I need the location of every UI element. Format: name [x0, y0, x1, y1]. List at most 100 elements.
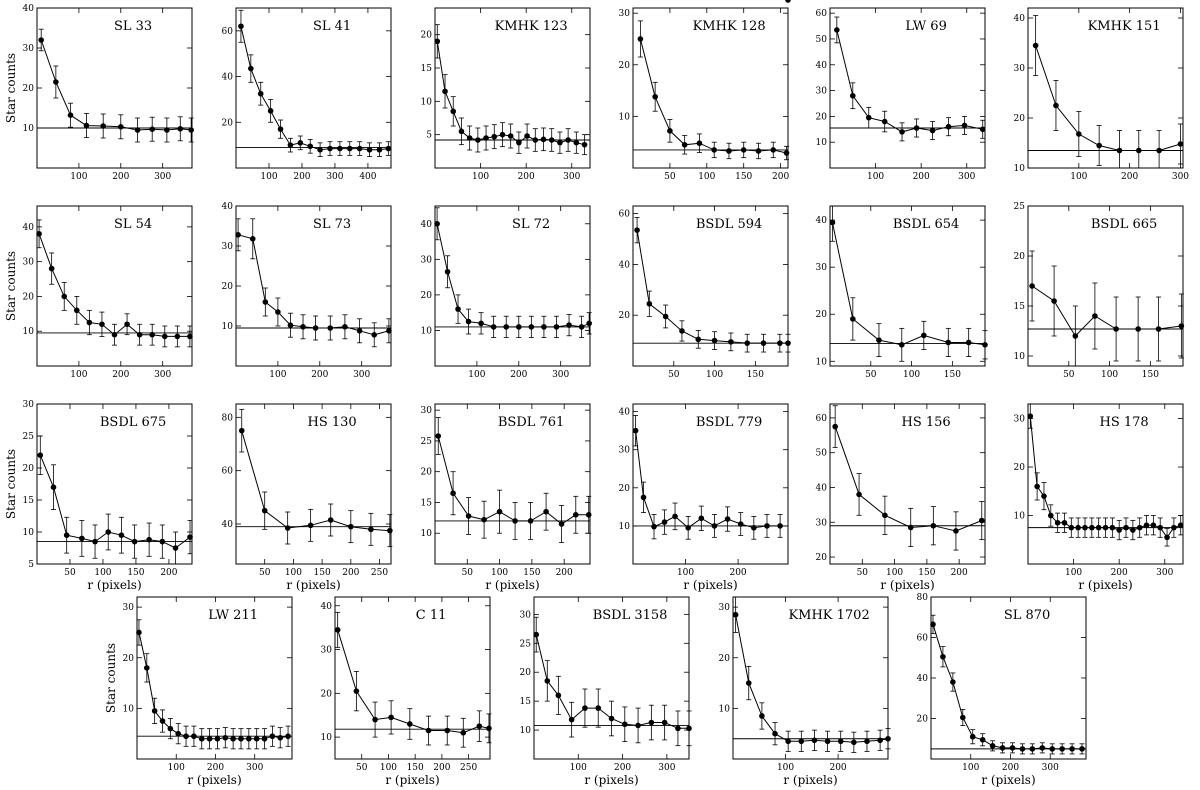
x-tick-label: 200 [293, 172, 310, 182]
data-point [532, 137, 539, 143]
y-tick-label: 10 [619, 522, 631, 532]
y-tick-label: 40 [619, 260, 631, 270]
data-point [496, 508, 503, 515]
y-tick-label: 30 [23, 400, 35, 410]
data-point [755, 148, 762, 154]
data-point [146, 536, 152, 543]
x-tick-label: 200 [1002, 763, 1019, 773]
y-tick-label: 40 [421, 220, 433, 230]
x-tick-label: 200 [433, 763, 450, 773]
plot-frame [829, 205, 986, 367]
data-point [491, 133, 498, 140]
data-point [499, 131, 506, 138]
panel-sl-33: 100 200 300 10 20 30 40 SL 33 Star counts [4, 4, 194, 182]
data-point [206, 735, 213, 742]
x-tick-label: 150 [735, 172, 752, 182]
data-point [149, 126, 156, 132]
plot-frame [533, 596, 690, 760]
profile-line [241, 430, 390, 532]
data-point [1109, 524, 1116, 531]
data-point [726, 148, 732, 154]
panel-lw-69: 100 200 300 10 20 30 40 50 60 LW 69 [816, 7, 986, 182]
data-point [824, 738, 831, 745]
data-point [851, 739, 857, 746]
data-point [578, 324, 585, 330]
panel-hs-156: 50 100 150 200 20 30 40 50 60 HS 156 r (pixels) [816, 403, 986, 592]
y-tick-label: 20 [816, 112, 828, 122]
data-point [811, 737, 818, 744]
panel-title: BSDL 761 [498, 415, 564, 430]
x-tick-label: 300 [563, 172, 580, 182]
data-point [187, 534, 193, 540]
panel-title: BSDL 594 [696, 217, 762, 232]
data-point [159, 718, 166, 724]
data-point [1029, 283, 1035, 289]
data-point [930, 522, 937, 529]
data-point [837, 738, 844, 745]
x-tick-label: 200 [160, 568, 177, 578]
y-tick-label: 20 [619, 311, 631, 321]
x-tick-label: 150 [747, 370, 764, 380]
x-tick-label: 150 [523, 568, 540, 578]
plot-frame [136, 596, 293, 760]
y-tick-label: 20 [421, 291, 433, 301]
data-point [214, 735, 221, 742]
data-point [67, 112, 74, 118]
y-tick-label: 30 [123, 603, 135, 613]
y-tick-label: 10 [816, 138, 828, 148]
data-point [37, 452, 44, 459]
x-tick-label: 200 [913, 172, 930, 182]
data-point [662, 313, 669, 320]
plot-frame [829, 7, 986, 169]
data-point [582, 705, 588, 711]
data-point [661, 719, 668, 726]
data-point [1150, 522, 1157, 529]
data-point [460, 729, 467, 736]
x-tick-label: 300 [154, 172, 171, 182]
data-point [187, 333, 193, 340]
data-point [772, 730, 778, 737]
data-point [572, 511, 579, 518]
data-point [829, 219, 836, 226]
data-point [732, 611, 739, 618]
data-point [527, 518, 534, 524]
data-point [555, 692, 562, 699]
data-point [172, 545, 179, 551]
data-point [565, 137, 571, 143]
panel-bsdl-3158: 100 200 300 10 15 20 25 30 BSDL 3158 r (pixels) [520, 596, 692, 787]
panel-title: HS 156 [901, 415, 950, 430]
y-tick-label: 20 [619, 61, 631, 71]
data-point [544, 678, 551, 684]
data-point [672, 513, 678, 520]
data-point [1047, 512, 1054, 519]
y-tick-label: 30 [23, 258, 35, 268]
data-point [524, 133, 530, 139]
x-axis-label: r (pixels) [584, 773, 638, 787]
x-axis-label: r (pixels) [286, 578, 340, 592]
y-tick-label: 20 [321, 689, 333, 699]
data-point [945, 339, 952, 346]
x-axis-label: r (pixels) [783, 773, 837, 787]
y-tick-label: 10 [23, 528, 35, 538]
x-tick-label: 300 [658, 763, 675, 773]
data-point [540, 136, 547, 143]
panel-title: SL 41 [313, 19, 351, 34]
panel-kmhk-1702: 100 200 10 20 30 KMHK 1702 r (pixels) [719, 596, 891, 787]
data-point [159, 538, 166, 545]
data-point [785, 0, 791, 3]
data-point [528, 324, 535, 330]
panel-title: SL 73 [313, 217, 351, 232]
y-tick-label: 15 [1014, 302, 1026, 312]
data-point [940, 653, 946, 660]
y-tick-label: 60 [222, 27, 234, 37]
data-point [850, 316, 856, 322]
data-point [317, 146, 323, 153]
data-point [1049, 746, 1056, 752]
data-point [711, 523, 718, 529]
data-point [961, 122, 968, 129]
data-point [376, 146, 383, 153]
plot-frame [334, 596, 491, 760]
y-tick-label: 40 [619, 408, 631, 418]
data-point [486, 725, 492, 732]
x-tick-label: 100 [698, 172, 715, 182]
